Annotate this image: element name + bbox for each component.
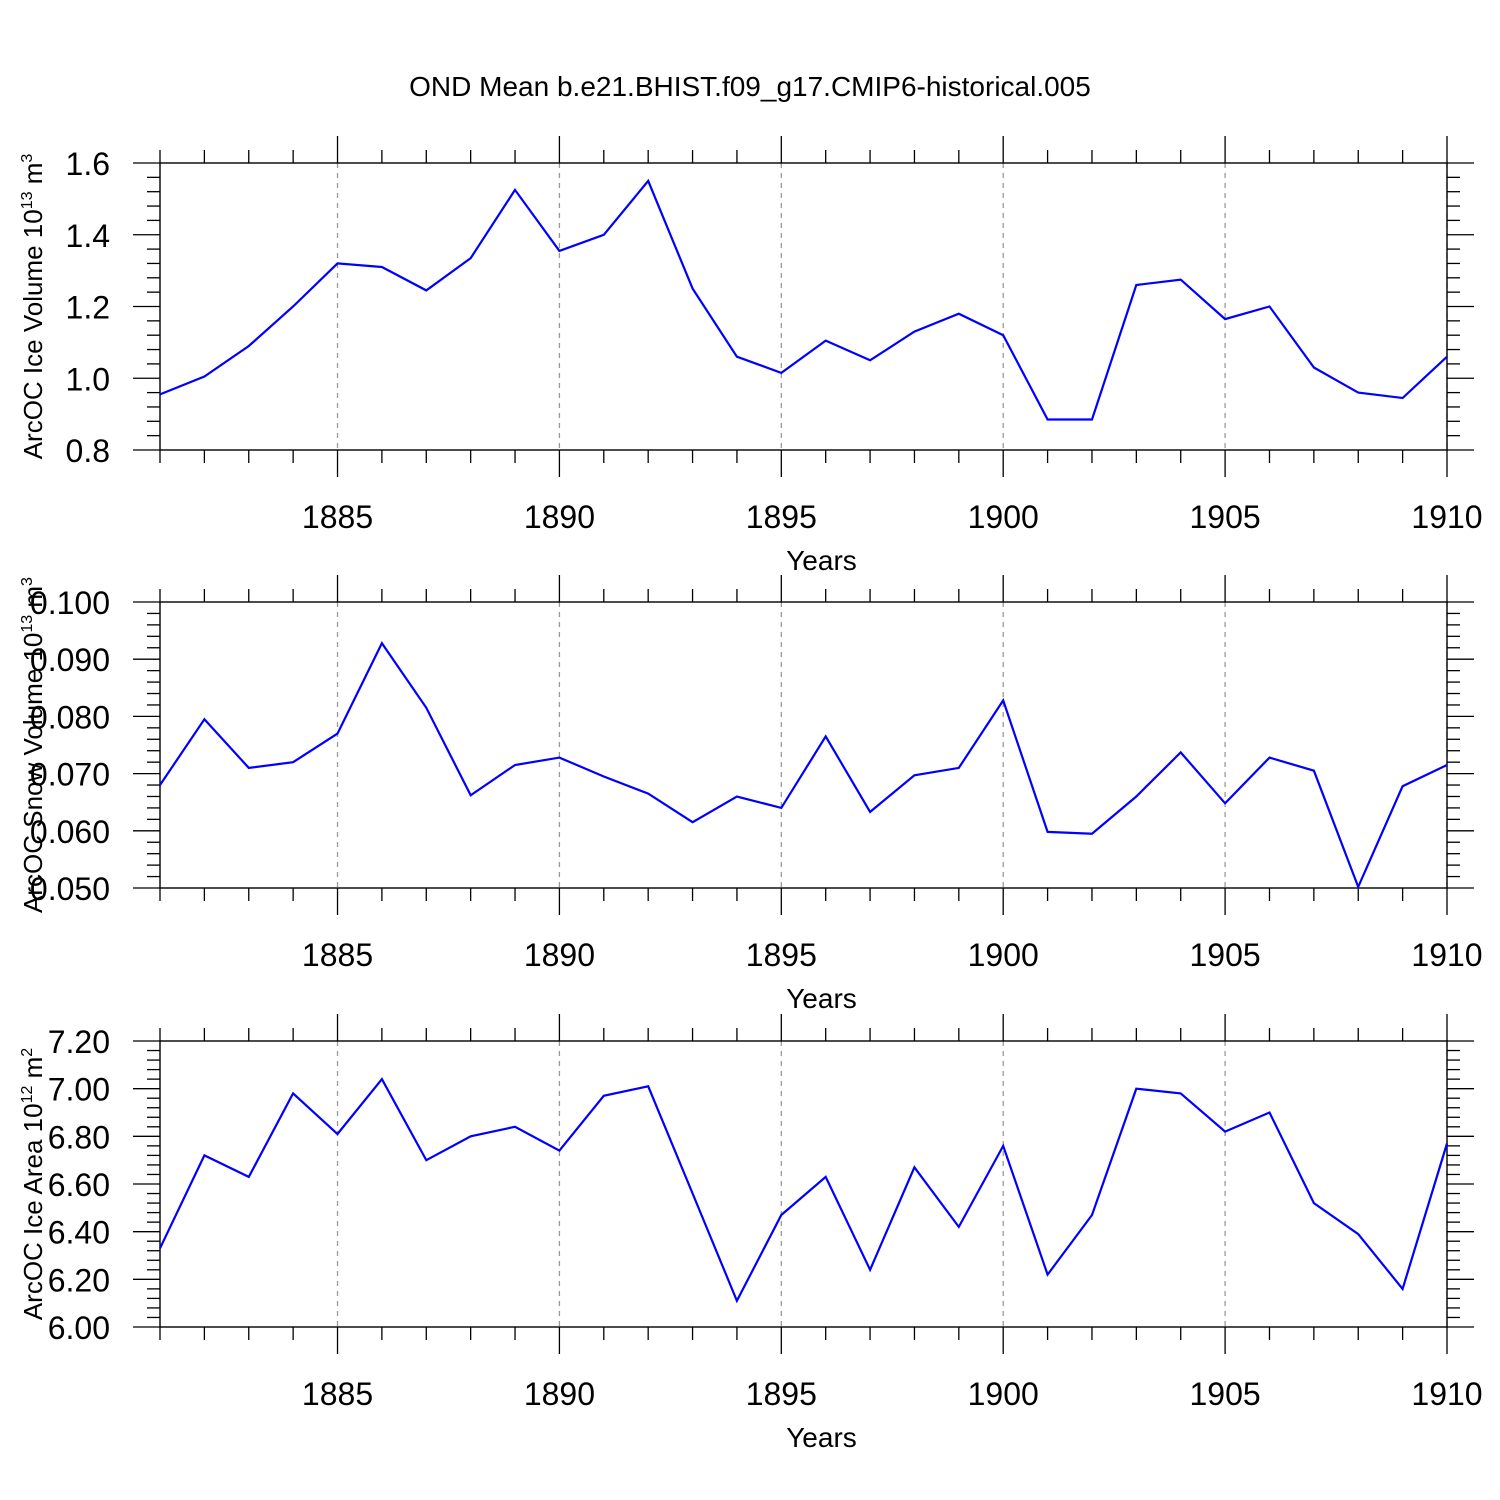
chart-panel-2: 1885 1890 1895 1900 1905 1910 Years 0.050 0.060 0… xyxy=(18,575,1483,1014)
y-tick-label: 1.2 xyxy=(66,290,110,326)
y-tick-label: 1.6 xyxy=(66,146,110,182)
series-line xyxy=(159,1077,1449,1304)
y-tick-label: 0.8 xyxy=(66,433,110,469)
y-tick-label: 0.050 xyxy=(30,871,110,907)
figure-title: OND Mean b.e21.BHIST.f09_g17.CMIP6-histo… xyxy=(409,71,1091,102)
x-tick-label: 1885 xyxy=(302,1376,373,1412)
x-tick-label: 1900 xyxy=(968,499,1039,535)
y-axis-label: ArcOC Ice Area 1012 m2 xyxy=(18,1048,48,1320)
x-tick-label: 1885 xyxy=(302,499,373,535)
plot-frame xyxy=(159,162,1448,451)
x-axis-label: Years xyxy=(786,545,857,576)
y-tick-label: 1.4 xyxy=(66,218,110,254)
x-tick-label: 1910 xyxy=(1411,499,1482,535)
y-tick-label: 6.40 xyxy=(48,1215,110,1251)
series-line xyxy=(159,641,1448,890)
x-tick-label: 1895 xyxy=(746,1376,817,1412)
x-tick-label: 1910 xyxy=(1411,937,1482,973)
y-tick-label: 7.20 xyxy=(48,1024,110,1060)
x-tick-label: 1885 xyxy=(302,937,373,973)
x-tick-label: 1895 xyxy=(746,499,817,535)
y-tick-label: 0.100 xyxy=(30,585,110,621)
y-tick-label: 0.070 xyxy=(30,757,110,793)
x-axis-label: Years xyxy=(786,983,857,1014)
y-axis-label: ArcOC Snow Volume 1013 m3 xyxy=(18,577,48,913)
panels: 1885 1890 1895 1900 1905 1910 Years 0.8 1.0 1.2 1.… xyxy=(18,136,1483,1453)
x-tick-label: 1890 xyxy=(524,499,595,535)
y-tick-label: 6.80 xyxy=(48,1119,110,1155)
plot-frame xyxy=(159,601,1448,889)
y-tick-label: 6.20 xyxy=(48,1262,110,1298)
y-tick-label: 0.090 xyxy=(30,642,110,678)
y-tick-label: 0.080 xyxy=(30,699,110,735)
y-tick-label: 0.060 xyxy=(30,814,110,850)
x-tick-label: 1900 xyxy=(968,937,1039,973)
x-tick-label: 1905 xyxy=(1190,499,1261,535)
chart-panel-1: 1885 1890 1895 1900 1905 1910 Years 0.8 1.0 1.2 1.… xyxy=(18,136,1483,576)
x-tick-label: 1910 xyxy=(1411,1376,1482,1412)
x-tick-label: 1905 xyxy=(1190,1376,1261,1412)
x-tick-label: 1895 xyxy=(746,937,817,973)
plot-frame xyxy=(159,1040,1448,1328)
y-tick-label: 7.00 xyxy=(48,1072,110,1108)
y-tick-label: 6.00 xyxy=(48,1310,110,1346)
x-axis-label: Years xyxy=(786,1422,857,1453)
y-tick-label: 6.60 xyxy=(48,1167,110,1203)
x-tick-label: 1905 xyxy=(1190,937,1261,973)
x-tick-label: 1900 xyxy=(968,1376,1039,1412)
series-line xyxy=(159,178,1448,421)
x-tick-label: 1890 xyxy=(524,1376,595,1412)
chart-panel-3: 1885 1890 1895 1900 1905 1910 Years 6.00 6.20 6.4… xyxy=(18,1014,1483,1453)
x-tick-label: 1890 xyxy=(524,937,595,973)
y-tick-label: 1.0 xyxy=(66,361,110,397)
y-axis-label: ArcOC Ice Volume 1013 m3 xyxy=(18,154,48,460)
